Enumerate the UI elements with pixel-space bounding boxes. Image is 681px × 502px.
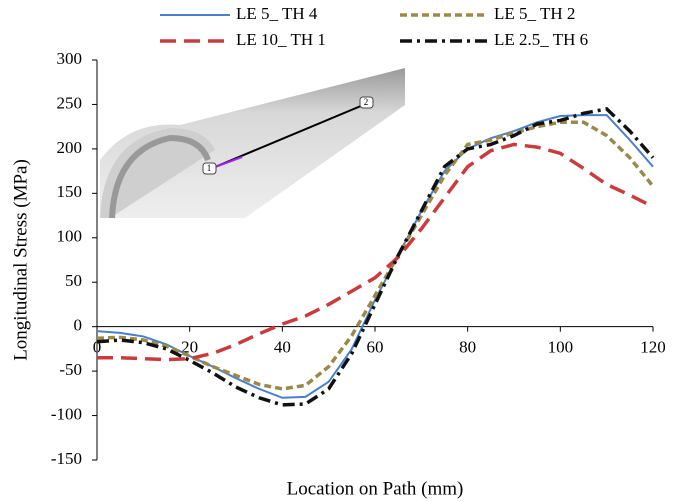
y-tick-label: 300: [57, 49, 83, 68]
inset-image: 1 2: [100, 68, 405, 219]
y-tick-label: 200: [57, 138, 83, 157]
path-line: [214, 102, 369, 168]
y-tick-label: 0: [74, 316, 83, 335]
series-line: [96, 106, 655, 407]
x-tick-label: 60: [367, 338, 384, 357]
series-line: [96, 114, 654, 399]
y-tick-label: -100: [51, 404, 82, 423]
legend-label: LE 10_ TH 1: [236, 30, 326, 49]
y-axis-title: Longitudinal Stress (MPa): [10, 159, 31, 361]
y-tick-label: -50: [59, 360, 82, 379]
series-line: [97, 142, 654, 362]
path-start: [214, 156, 243, 168]
pipe-end: [100, 128, 215, 218]
x-tick-label: 0: [93, 338, 102, 357]
legend-label: LE 5_ TH 2: [494, 4, 575, 23]
y-tick-label: 150: [57, 182, 83, 201]
series-line: [96, 120, 655, 391]
y-tick-label: 250: [57, 93, 83, 112]
pipe-surface: [100, 68, 405, 218]
y-tick-label: 100: [57, 227, 83, 246]
legend-label: LE 5_ TH 4: [236, 4, 318, 23]
inset-marker: [359, 96, 374, 109]
inset-marker: [202, 162, 217, 175]
pipe-wall: [109, 134, 211, 219]
x-tick-label: 100: [548, 338, 574, 357]
inset-label: 1: [207, 163, 212, 173]
legend-label: LE 2.5_ TH 6: [494, 30, 588, 49]
x-tick-label: 120: [640, 338, 666, 357]
y-tick-label: 50: [65, 271, 82, 290]
inset-label: 2: [364, 97, 369, 107]
x-tick-label: 40: [274, 338, 291, 357]
x-tick-label: 80: [459, 338, 476, 357]
x-tick-label: 20: [181, 338, 198, 357]
y-tick-label: -150: [51, 449, 82, 468]
x-axis-title: Location on Path (mm): [287, 478, 464, 499]
